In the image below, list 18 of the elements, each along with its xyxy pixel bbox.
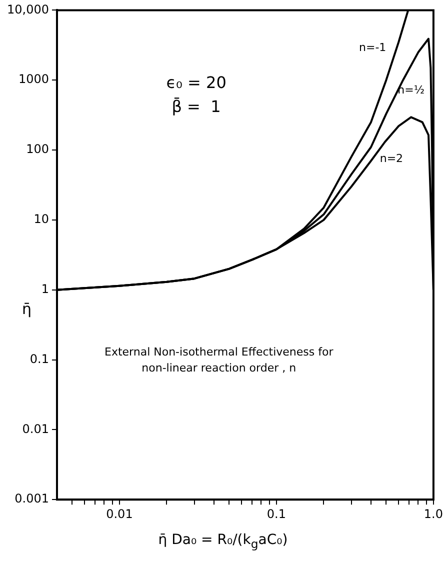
y-tick-label: 10,000 xyxy=(6,2,49,16)
y-tick-label: 1000 xyxy=(18,72,49,86)
annotation: β̄ = 1 xyxy=(172,97,221,116)
annotation: ϵ₀ = 20 xyxy=(166,72,226,92)
y-tick-label: 1 xyxy=(41,282,49,296)
y-tick-label: 100 xyxy=(26,142,49,156)
y-axis-title: η̄ xyxy=(22,300,32,318)
y-tick-label: 0.001 xyxy=(14,492,49,506)
x-axis-title: η̄ Da₀ = R₀/(k$_{g}$aC₀) xyxy=(157,532,289,551)
series-label: n=2 xyxy=(380,152,404,166)
y-tick-label: 10 xyxy=(34,212,49,226)
x-tick-label: 0.01 xyxy=(106,506,133,521)
x-tick-label: 1.0 xyxy=(424,506,444,521)
y-tick-label: 0.1 xyxy=(30,352,49,366)
series-label: n=-1 xyxy=(359,41,386,54)
annotation: External Non-isothermal Effectiveness for non-linear reaction order , n xyxy=(104,346,334,375)
x-tick-label: 0.1 xyxy=(266,506,286,521)
y-tick-label: 0.01 xyxy=(22,422,49,436)
